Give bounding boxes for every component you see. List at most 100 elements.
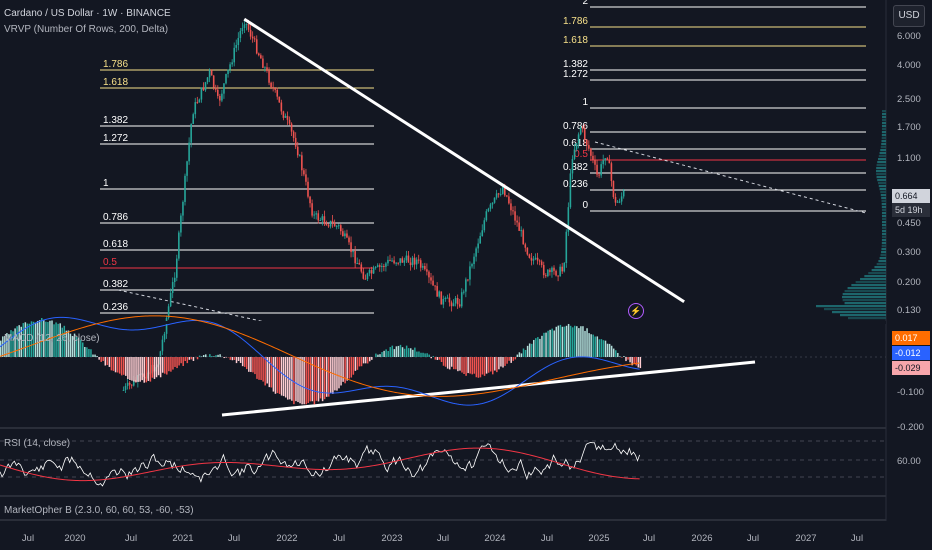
candle-body — [542, 265, 545, 276]
volume-profile-row — [881, 245, 886, 248]
candle-body — [376, 265, 379, 267]
candle-body — [167, 306, 170, 319]
macd-histogram-bar — [393, 349, 396, 357]
macd-histogram-bar — [61, 327, 63, 357]
macd-histogram-bar — [141, 357, 143, 381]
macd-histogram-bar — [375, 353, 377, 357]
macd-histogram-bar — [73, 333, 76, 357]
candle-body — [438, 291, 440, 297]
candle-body — [128, 382, 131, 385]
macd-histogram-bar — [576, 326, 578, 357]
macd-histogram-bar — [354, 357, 357, 371]
macd-histogram-bar — [469, 357, 471, 374]
macd-histogram-bar — [155, 357, 158, 378]
candle-body — [524, 244, 527, 248]
macd-axis-label: -0.200 — [897, 422, 924, 433]
fib-level-label: 1.382 — [563, 59, 588, 70]
macd-histogram-bar — [299, 357, 301, 404]
price-axis-label: 2.500 — [897, 94, 921, 105]
candle-body — [530, 257, 533, 261]
time-axis-label: Jul — [643, 533, 655, 544]
macd-histogram-bar — [67, 330, 70, 357]
candle-body — [249, 29, 252, 37]
candle-body — [483, 220, 486, 231]
candle-body — [233, 47, 235, 63]
candle-body — [563, 262, 566, 272]
candle-body — [270, 82, 272, 88]
price-axis[interactable]: 6.000 4.000 2.500 1.700 1.100 0.450 0.300 0.200… — [897, 31, 924, 467]
candle-body — [385, 263, 387, 267]
macd-histogram-bar — [328, 357, 330, 397]
candle-body — [321, 216, 324, 220]
macd-histogram-bar — [295, 357, 297, 402]
macd-histogram-bar — [471, 357, 473, 375]
macd-histogram-bar — [186, 357, 189, 364]
macd-histogram-bar — [188, 357, 191, 360]
macd-histogram-bar — [385, 349, 387, 357]
rsi-legend[interactable]: RSI (14, close) — [4, 438, 71, 449]
macd-histogram-bar — [401, 347, 404, 357]
candle-body — [290, 123, 293, 132]
candle-body — [516, 220, 518, 223]
macd-histogram-bar — [395, 346, 398, 357]
candle-body — [288, 119, 291, 124]
price-axis-label: 4.000 — [897, 60, 921, 71]
vrvp-legend[interactable]: VRVP (Number Of Rows, 200, Delta) — [4, 24, 169, 35]
fib-retracement-left[interactable]: 1.786 1.618 1.382 1.272 1 0.786 0.618 0.5 0.382 0… — [100, 59, 374, 324]
candle-body — [551, 267, 553, 273]
macd-histogram-bar — [313, 357, 316, 405]
fib-level-label: 0.236 — [563, 179, 588, 190]
candle-body — [442, 298, 445, 305]
price-axis-label: 1.700 — [897, 122, 921, 133]
macd-histogram-bar — [235, 357, 238, 364]
currency-button[interactable]: USD — [893, 5, 925, 27]
macd-histogram-bar — [600, 339, 603, 357]
marketopher-legend[interactable]: MarketOpher B (2.3.0, 60, 60, 53, -60, -… — [4, 505, 194, 516]
candle-body — [499, 193, 502, 195]
candle-body — [352, 251, 354, 253]
volume-profile-row — [880, 146, 886, 149]
macd-histogram-bar — [254, 357, 256, 375]
candle-body — [225, 74, 227, 84]
macd-histogram-bar — [176, 357, 178, 369]
macd-histogram-bar — [260, 357, 262, 380]
volume-profile-row — [881, 140, 886, 143]
macd-histogram-bar — [418, 351, 420, 357]
candle-body — [534, 257, 537, 260]
lightning-icon[interactable]: ⚡ — [628, 303, 644, 319]
candle-body — [171, 282, 174, 293]
candle-body — [192, 114, 194, 124]
price-axis-label: 0.130 — [897, 305, 921, 316]
trendlines[interactable] — [221, 17, 756, 417]
volume-profile-row — [881, 143, 886, 146]
macd-histogram-bar — [30, 321, 33, 357]
candle-body — [190, 123, 192, 143]
pane-mask — [0, 321, 886, 324]
time-axis-label: 2022 — [276, 533, 297, 544]
macd-histogram-bar — [243, 357, 246, 367]
candle-body — [378, 265, 381, 267]
macd-histogram-bar — [289, 357, 291, 400]
candle-body — [413, 257, 416, 265]
macd-histogram-bar — [489, 357, 492, 372]
candle-body — [401, 258, 404, 263]
volume-profile-row — [881, 248, 886, 251]
time-axis[interactable]: Jul 2020 Jul 2021 Jul 2022 Jul 2023 Jul 2024 Jul 20… — [22, 533, 863, 544]
fib-level-label: 0.618 — [103, 239, 128, 250]
macd-histogram-bar — [477, 357, 480, 378]
macd-histogram-bar — [205, 354, 207, 357]
candle-body — [491, 202, 494, 205]
candle-body — [350, 242, 352, 253]
macd-histogram-bar — [291, 357, 293, 401]
macd-histogram-bar — [229, 357, 232, 360]
volume-profile-row — [840, 314, 886, 317]
macd-histogram-bar — [508, 357, 510, 361]
macd-histogram-bar — [492, 357, 494, 375]
macd-histogram-bar — [24, 322, 27, 357]
candle-body — [364, 278, 367, 280]
macd-legend[interactable]: MACD (12, 26, close) — [4, 333, 100, 344]
macd-histogram-bar — [366, 357, 369, 364]
candle-body — [132, 379, 135, 386]
